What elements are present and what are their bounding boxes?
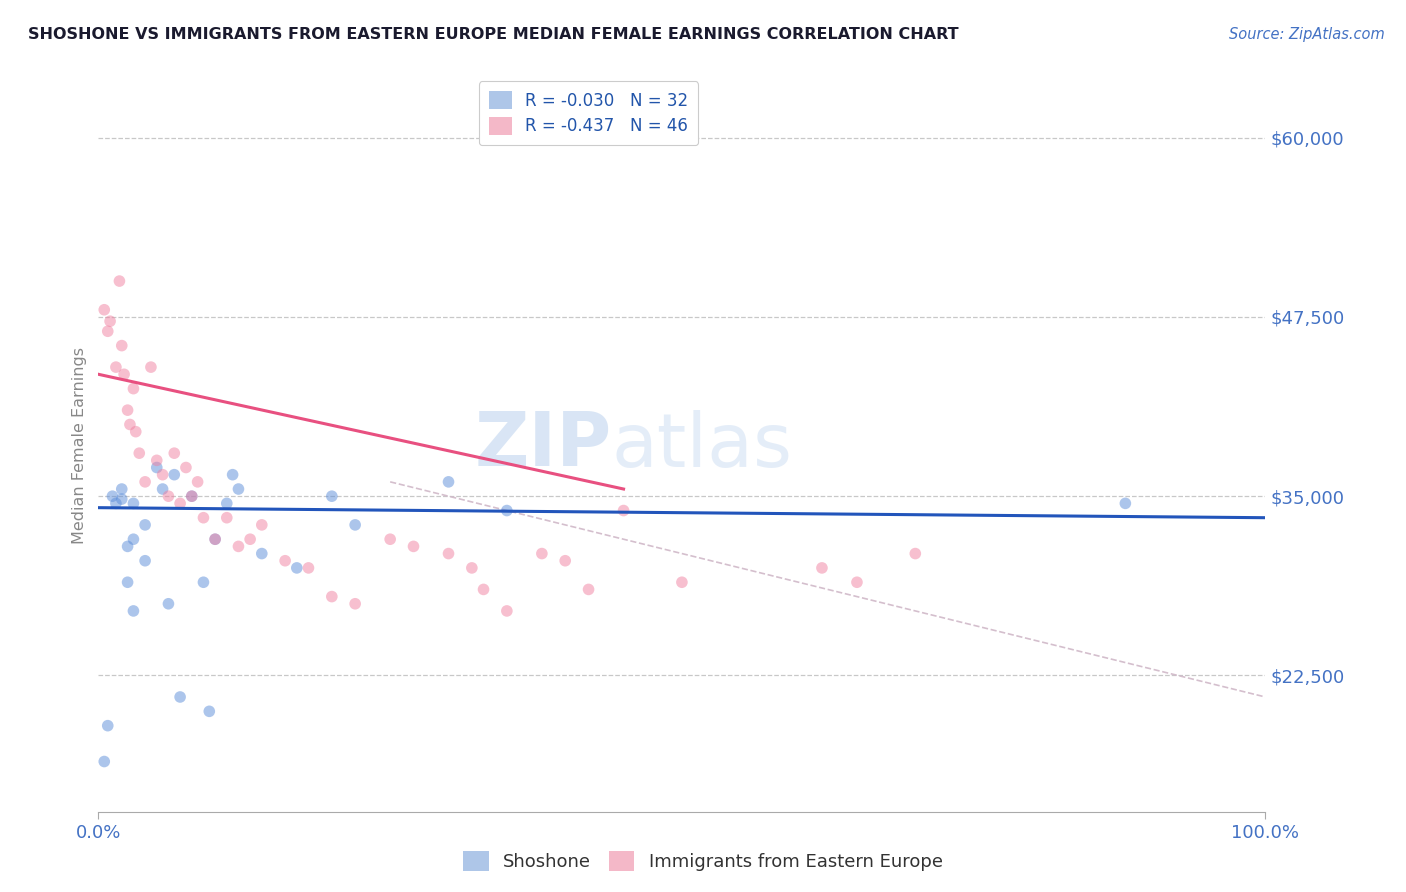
Point xyxy=(152,467,174,482)
Point xyxy=(228,482,250,496)
Point xyxy=(198,704,221,718)
Point xyxy=(402,540,425,554)
Point xyxy=(472,582,495,597)
Point xyxy=(108,274,131,288)
Point xyxy=(97,719,120,733)
Point xyxy=(344,597,367,611)
Point xyxy=(180,489,202,503)
Point xyxy=(122,382,145,396)
Point xyxy=(98,314,121,328)
Point xyxy=(461,561,484,575)
Point xyxy=(125,425,148,439)
Point xyxy=(578,582,600,597)
Point xyxy=(437,475,460,489)
Point xyxy=(122,604,145,618)
Y-axis label: Median Female Earnings: Median Female Earnings xyxy=(72,348,87,544)
Text: SHOSHONE VS IMMIGRANTS FROM EASTERN EUROPE MEDIAN FEMALE EARNINGS CORRELATION CH: SHOSHONE VS IMMIGRANTS FROM EASTERN EURO… xyxy=(28,27,959,42)
Point xyxy=(111,491,134,506)
Legend: Shoshone, Immigrants from Eastern Europe: Shoshone, Immigrants from Eastern Europe xyxy=(456,844,950,879)
Point xyxy=(163,467,186,482)
Point xyxy=(204,533,226,547)
Point xyxy=(204,533,226,547)
Point xyxy=(180,489,202,503)
Point xyxy=(221,467,243,482)
Point xyxy=(146,460,169,475)
Point xyxy=(187,475,209,489)
Point xyxy=(97,324,120,338)
Point xyxy=(163,446,186,460)
Point xyxy=(193,575,215,590)
Point xyxy=(117,403,139,417)
Point xyxy=(101,489,124,503)
Point xyxy=(496,503,519,517)
Point xyxy=(228,540,250,554)
Point xyxy=(846,575,869,590)
Point xyxy=(122,496,145,510)
Point xyxy=(157,597,180,611)
Point xyxy=(104,496,127,510)
Point xyxy=(321,489,343,503)
Legend: R = -0.030   N = 32, R = -0.437   N = 46: R = -0.030 N = 32, R = -0.437 N = 46 xyxy=(478,81,699,145)
Point xyxy=(811,561,834,575)
Point xyxy=(117,575,139,590)
Point xyxy=(239,533,262,547)
Point xyxy=(152,482,174,496)
Point xyxy=(122,533,145,547)
Point xyxy=(530,547,553,561)
Point xyxy=(169,690,191,704)
Point xyxy=(496,604,519,618)
Point xyxy=(380,533,402,547)
Text: ZIP: ZIP xyxy=(475,409,612,483)
Point xyxy=(904,547,927,561)
Point xyxy=(250,547,273,561)
Point xyxy=(437,547,460,561)
Point xyxy=(112,368,135,382)
Point xyxy=(111,482,134,496)
Text: atlas: atlas xyxy=(612,409,793,483)
Point xyxy=(321,590,343,604)
Text: Source: ZipAtlas.com: Source: ZipAtlas.com xyxy=(1229,27,1385,42)
Point xyxy=(671,575,693,590)
Point xyxy=(93,755,115,769)
Point xyxy=(193,510,215,524)
Point xyxy=(169,496,191,510)
Point xyxy=(1114,496,1136,510)
Point xyxy=(215,496,238,510)
Point xyxy=(554,554,576,568)
Point xyxy=(274,554,297,568)
Point xyxy=(128,446,150,460)
Point xyxy=(250,517,273,532)
Point xyxy=(134,554,156,568)
Point xyxy=(134,517,156,532)
Point xyxy=(139,360,162,375)
Point xyxy=(104,360,127,375)
Point xyxy=(285,561,308,575)
Point xyxy=(134,475,156,489)
Point xyxy=(117,540,139,554)
Point xyxy=(93,302,115,317)
Point xyxy=(157,489,180,503)
Point xyxy=(146,453,169,467)
Point xyxy=(297,561,319,575)
Point xyxy=(344,517,367,532)
Point xyxy=(613,503,636,517)
Point xyxy=(215,510,238,524)
Point xyxy=(174,460,197,475)
Point xyxy=(111,338,134,352)
Point xyxy=(118,417,141,432)
